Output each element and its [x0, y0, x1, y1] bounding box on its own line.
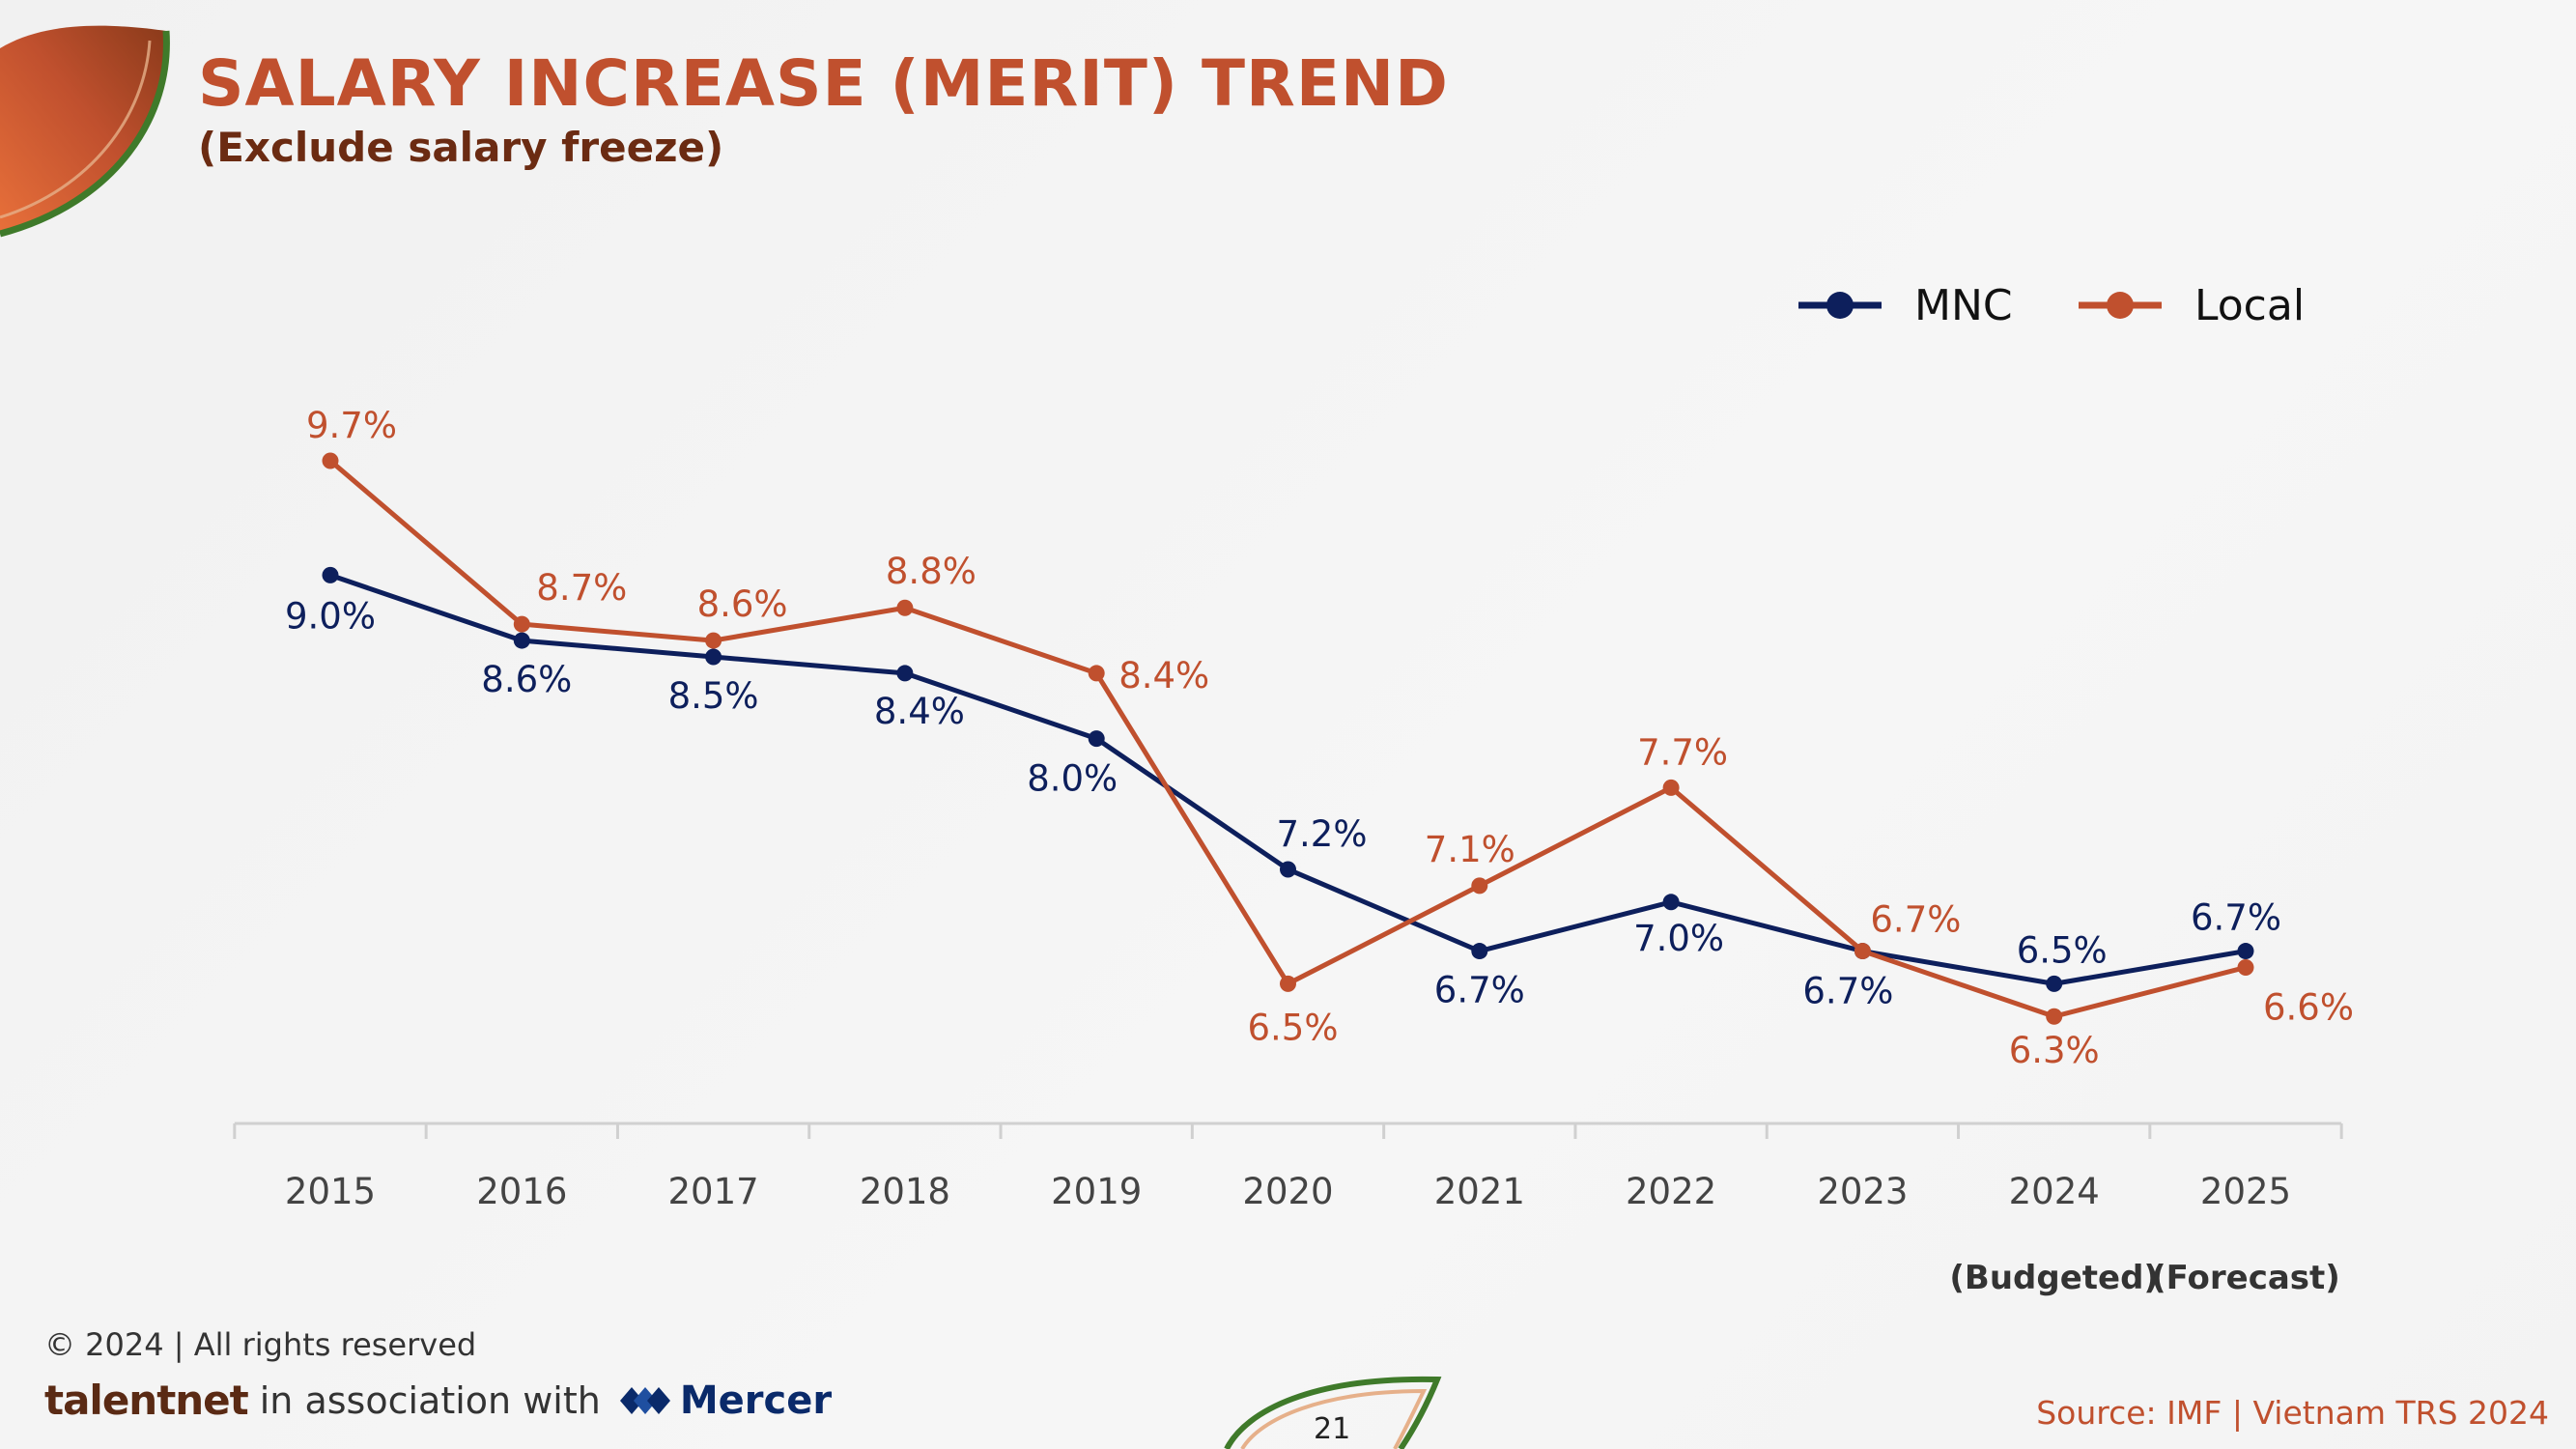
data-label-mnc: 8.0% — [1027, 758, 1118, 800]
data-label-mnc: 6.7% — [1802, 971, 1893, 1012]
mercer-logo-text: Mercer — [679, 1378, 833, 1423]
data-label-mnc: 6.7% — [1434, 970, 1525, 1011]
data-label-local: 7.7% — [1637, 731, 1728, 773]
data-point-mnc — [322, 566, 339, 583]
data-point-local — [513, 615, 530, 633]
x-tick-label: 2015 — [285, 1171, 376, 1212]
data-point-mnc — [1471, 943, 1488, 960]
data-label-mnc: 8.5% — [668, 675, 759, 717]
x-tick-label: 2022 — [1626, 1171, 1716, 1212]
data-point-local — [2237, 958, 2254, 976]
data-label-local: 7.1% — [1425, 829, 1515, 870]
x-tick-label: 2024 — [2009, 1171, 2100, 1212]
data-point-local — [1854, 943, 1871, 960]
chart-series: 9.0% 8.6% 8.5% 8.4% 8.0% 7.2% 6.7% 7.0% 6.7% 6.5%… — [285, 405, 2354, 1071]
data-point-local — [1280, 975, 1296, 992]
data-point-local — [1088, 665, 1105, 682]
talentnet-logo: talentnet — [44, 1377, 249, 1424]
legend-local-label: Local — [2194, 281, 2305, 330]
data-label-local: 6.6% — [2263, 986, 2354, 1028]
data-point-mnc — [1280, 861, 1296, 878]
data-label-mnc: 6.7% — [2191, 897, 2281, 939]
x-tick-label: 2019 — [1051, 1171, 1142, 1212]
x-tick-note: (Forecast) — [2151, 1259, 2340, 1297]
data-label-mnc: 7.0% — [1633, 918, 1724, 959]
x-tick-label: 2016 — [476, 1171, 567, 1212]
data-point-local — [2046, 1008, 2063, 1025]
chart-legend: MNC Local — [1798, 281, 2305, 330]
data-point-mnc — [1662, 894, 1680, 911]
brand-leaf-logo — [0, 25, 170, 238]
legend-mnc-label: MNC — [1914, 281, 2013, 330]
footer-leaf-icon — [1224, 1376, 1442, 1449]
page-subtitle: (Exclude salary freeze) — [198, 124, 724, 171]
x-tick-label: 2020 — [1242, 1171, 1333, 1212]
x-tick-note: (Budgeted) — [1949, 1259, 2159, 1297]
data-label-local: 8.6% — [697, 583, 788, 625]
x-tick-label: 2018 — [860, 1171, 950, 1212]
data-point-mnc — [2046, 975, 2063, 992]
data-label-mnc: 9.0% — [285, 595, 376, 637]
data-label-local: 6.7% — [1870, 899, 1961, 941]
data-point-mnc — [513, 632, 530, 649]
data-point-local — [1471, 877, 1488, 895]
data-point-mnc — [896, 665, 914, 682]
x-tick-label: 2017 — [668, 1171, 759, 1212]
legend-local-marker — [2107, 292, 2134, 319]
mercer-logo-icon — [619, 1386, 670, 1414]
series-local: 9.7% 8.7% 8.6% 8.8% 8.4% 6.5% 7.1% 7.7% 6.7% 6.3%… — [306, 405, 2354, 1071]
data-label-local: 6.5% — [1248, 1007, 1339, 1048]
data-label-mnc: 8.6% — [481, 659, 572, 700]
data-point-local — [896, 599, 914, 616]
data-point-local — [1662, 779, 1680, 796]
association-text: in association with — [259, 1378, 601, 1422]
data-point-local — [705, 632, 722, 649]
data-point-mnc — [705, 648, 722, 666]
merit-trend-line-chart: MNC Local 2015 2016 2017 2018 2019 2020 2021 20… — [233, 281, 2354, 1297]
source-text: Source: IMF | Vietnam TRS 2024 — [2036, 1394, 2549, 1432]
data-label-mnc: 7.2% — [1277, 813, 1368, 855]
x-tick-label: 2021 — [1434, 1171, 1525, 1212]
page-title: SALARY INCREASE (MERIT) TREND — [198, 46, 1449, 121]
data-label-local: 8.8% — [886, 551, 977, 592]
data-label-local: 9.7% — [306, 405, 397, 446]
data-point-mnc — [1088, 730, 1105, 748]
brand-line: talentnet in association with Mercer — [44, 1377, 832, 1424]
x-tick-label: 2023 — [1817, 1171, 1908, 1212]
x-tick-label: 2025 — [2200, 1171, 2291, 1212]
data-label-mnc: 6.5% — [2017, 929, 2108, 971]
data-label-local: 8.4% — [1118, 655, 1209, 696]
copyright-text: © 2024 | All rights reserved — [44, 1326, 477, 1363]
data-label-local: 6.3% — [2009, 1030, 2100, 1071]
x-axis: 2015 2016 2017 2018 2019 2020 2021 2022 2023 2024… — [233, 1122, 2343, 1297]
legend-mnc-marker — [1826, 292, 1854, 319]
series-mnc: 9.0% 8.6% 8.5% 8.4% 8.0% 7.2% 6.7% 7.0% 6.7% 6.5%… — [285, 566, 2281, 1012]
data-label-local: 8.7% — [536, 567, 627, 609]
page-number: 21 — [1314, 1412, 1351, 1446]
data-point-mnc — [2237, 943, 2254, 960]
data-point-local — [322, 452, 339, 469]
data-label-mnc: 8.4% — [874, 691, 965, 732]
